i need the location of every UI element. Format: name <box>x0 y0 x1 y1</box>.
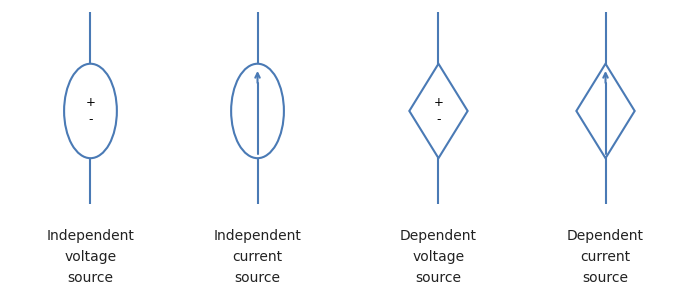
Text: Dependent
current
source: Dependent current source <box>567 229 644 285</box>
Text: Independent
voltage
source: Independent voltage source <box>47 229 134 285</box>
Polygon shape <box>576 64 635 158</box>
Ellipse shape <box>64 64 117 158</box>
Text: Dependent
voltage
source: Dependent voltage source <box>400 229 477 285</box>
Text: -: - <box>436 113 441 126</box>
Text: Independent
current
source: Independent current source <box>214 229 301 285</box>
Text: -: - <box>88 113 93 126</box>
Polygon shape <box>409 64 468 158</box>
Ellipse shape <box>231 64 284 158</box>
Text: +: + <box>434 96 443 109</box>
Text: +: + <box>86 96 95 109</box>
